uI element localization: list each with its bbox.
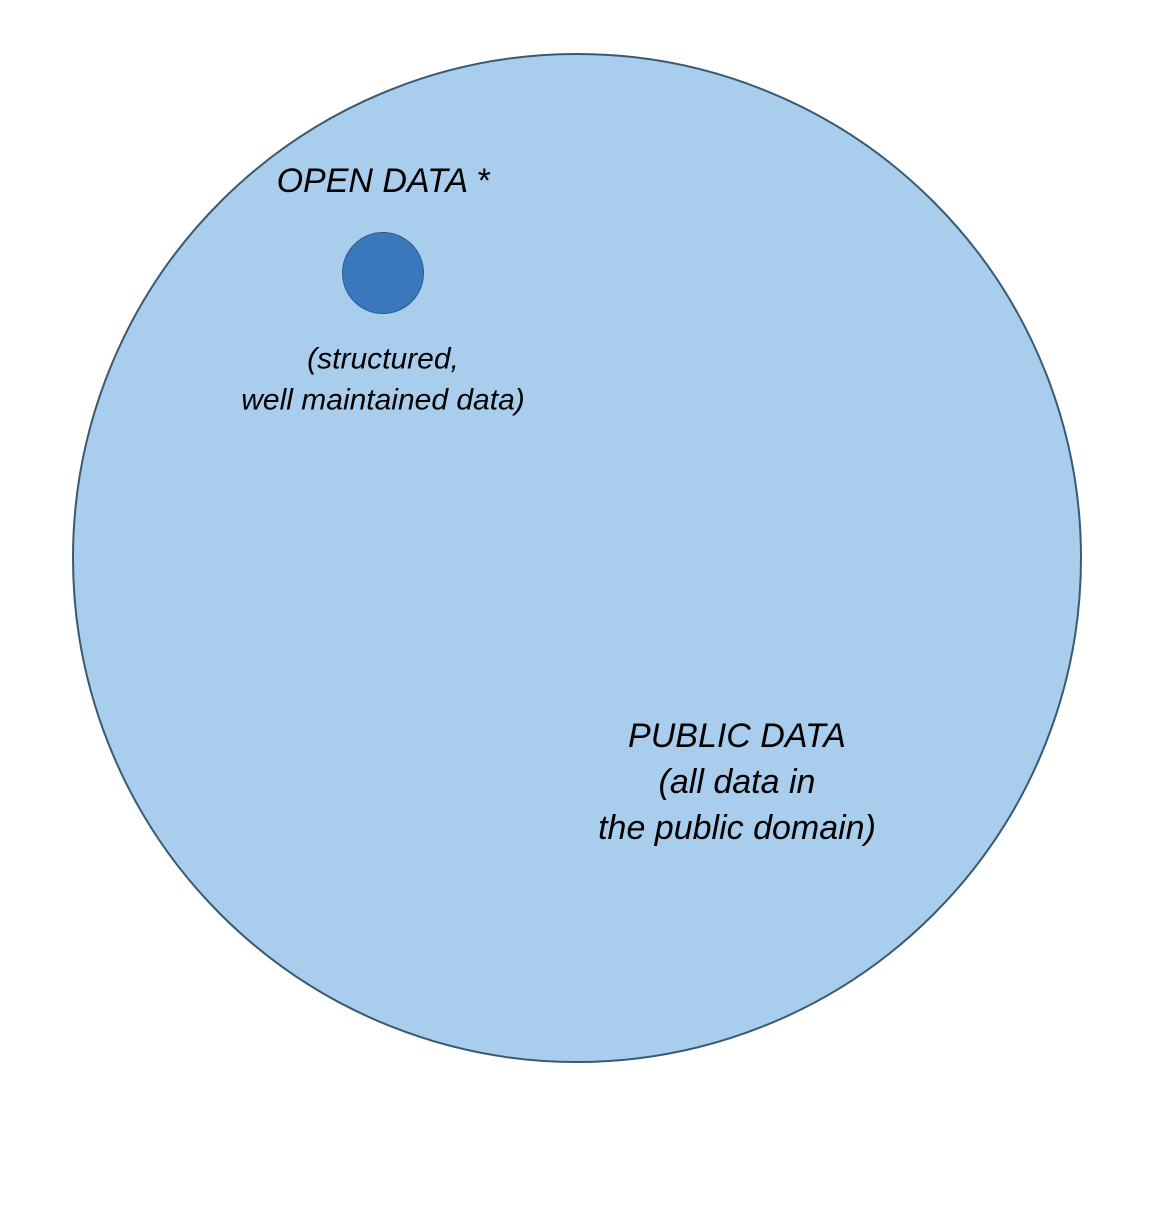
venn-diagram: OPEN DATA * (structured, well maintained… bbox=[0, 0, 1155, 1208]
public-data-line1: PUBLIC DATA bbox=[628, 717, 846, 755]
public-data-line2: (all data in bbox=[659, 763, 816, 801]
open-data-subtitle-line1: (structured, bbox=[307, 343, 459, 376]
open-data-subtitle-line2: well maintained data) bbox=[241, 383, 525, 416]
open-data-title-text: OPEN DATA * bbox=[277, 162, 490, 200]
public-data-label: PUBLIC DATA (all data in the public doma… bbox=[598, 714, 876, 852]
open-data-title-label: OPEN DATA * bbox=[277, 159, 490, 205]
open-data-circle bbox=[342, 232, 424, 314]
open-data-subtitle-label: (structured, well maintained data) bbox=[241, 340, 525, 421]
public-data-line3: the public domain) bbox=[598, 809, 876, 847]
public-data-circle bbox=[72, 53, 1082, 1063]
